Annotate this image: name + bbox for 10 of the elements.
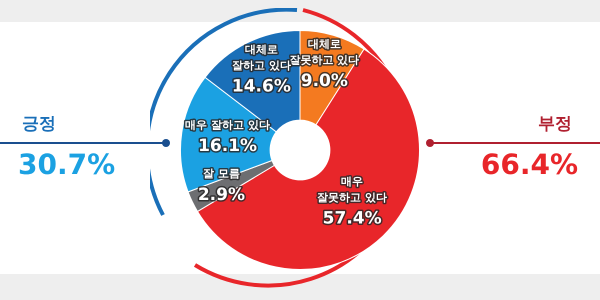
data-label: 14.6% [232,76,291,97]
slice-label: 대체로 잘하고 있다 [232,43,291,72]
slice-label: 매우 잘못하고 있다 [317,174,388,204]
text: 66.4% [480,148,578,181]
text: 부정 [538,113,572,135]
data-label: 16.1% [198,136,258,156]
text: 30.7% [18,148,116,181]
text: 긍정 [22,113,56,135]
data-label: 57.4% [322,208,382,228]
slice-label: 매우 잘하고 있다 [185,118,270,132]
